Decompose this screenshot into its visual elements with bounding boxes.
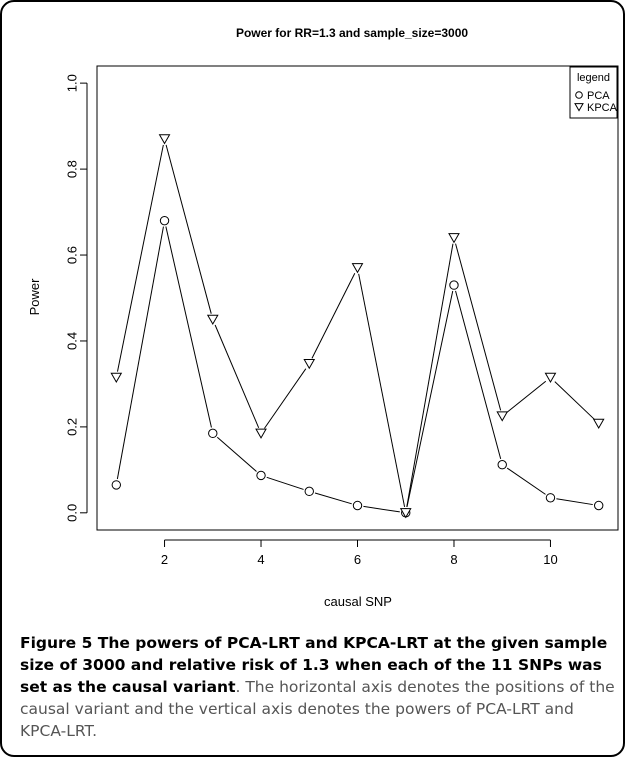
kpca-line-segment [506,380,547,413]
kpca-point [448,233,460,244]
pca-line-segment [506,467,546,495]
y-tick-label: 0.4 [64,332,79,350]
y-tick-label: 1.0 [64,74,79,92]
x-tick-label: 10 [543,552,557,567]
x-tick-label: 4 [257,552,264,567]
kpca-line-segment [406,243,454,507]
kpca-line-segment [165,144,212,314]
pca-point [159,215,170,226]
pca-point [449,280,459,290]
kpca-point [496,411,509,422]
kpca-line-segment [311,273,356,359]
kpca-point [158,134,171,145]
kpca-line-segment [358,273,406,508]
x-tick-label: 6 [354,552,361,567]
pca-line-segment [556,498,593,506]
axes: 2 4 6 8 10 0.0 0.2 0.4 0.6 0.8 1.0 [64,74,557,567]
pca-line-segment [266,476,304,490]
pca-point [111,480,121,490]
pca-point [545,493,556,503]
figure-caption: Figure 5 The powers of PCA-LRT and KPCA-… [20,632,616,742]
x-tick-label: 2 [161,552,168,567]
pca-line-segment [216,436,257,472]
x-tick-label: 8 [450,552,457,567]
pca-point [497,459,507,470]
pca-point [256,470,266,481]
pca-point [304,486,314,497]
pca-line-segment [406,290,454,508]
kpca-point [255,428,267,439]
pca-point [352,500,363,511]
pca-point [208,428,218,439]
legend-kpca-label: KPCA [587,102,618,114]
pca-point [594,500,604,511]
kpca-line-segment [116,144,164,372]
chart-title: Power for RR=1.3 and sample_size=3000 [236,26,468,40]
kpca-point [544,372,557,383]
plot-area-border [96,65,619,531]
kpca-point [592,418,605,429]
pca-line-segment [165,226,212,428]
pca-line-segment [116,226,164,480]
legend-kpca-marker [574,103,584,112]
kpca-point [206,314,219,325]
kpca-point [399,508,412,519]
kpca-line-segment [214,324,260,429]
series-layer [110,134,605,519]
x-axis-label: causal SNP [324,594,392,609]
y-tick-label: 0.2 [64,418,79,436]
caption-bold-title: Figure 5 The powers of PCA-LRT and KPCA-… [20,634,608,696]
pca-line-segment [314,492,352,505]
kpca-point [351,263,364,274]
kpca-line-segment [455,243,502,411]
legend-pca-label: PCA [587,90,610,102]
kpca-line-segment [554,381,595,420]
legend-title: legend [577,72,610,84]
pca-line-segment [363,505,400,513]
caption-body: . The horizontal axis denotes the positi… [20,678,615,740]
pca-line-segment [455,290,502,460]
y-tick-label: 0.8 [64,160,79,178]
kpca-line-segment [264,368,307,429]
y-tick-label: 0.6 [64,246,79,264]
chart: Power for RR=1.3 and sample_size=3000 2 4… [27,26,619,609]
kpca-point [303,358,316,370]
legend-pca-marker [575,91,583,99]
y-tick-label: 0.0 [64,504,79,522]
kpca-point [110,372,123,383]
y-axis-label: Power [27,278,42,316]
